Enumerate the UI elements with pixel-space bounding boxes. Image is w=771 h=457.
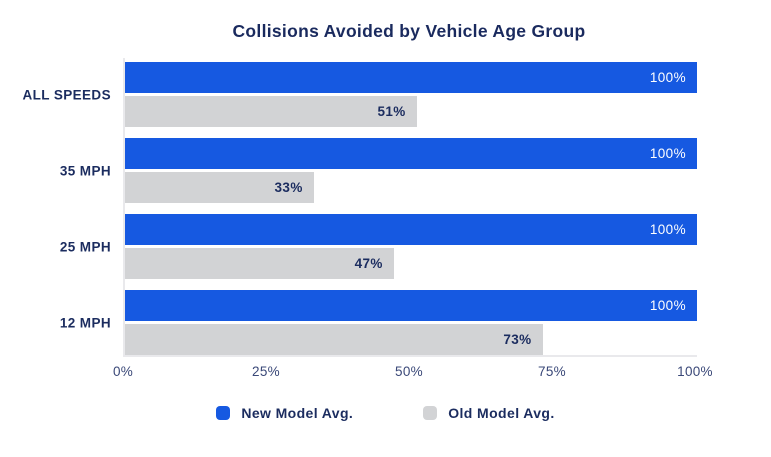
legend-item-old-model-avg: Old Model Avg. <box>423 405 554 421</box>
bar-new-model-avg-12-mph: 100% <box>125 290 697 321</box>
bar-value-label: 100% <box>649 70 686 85</box>
bar-value-label: 100% <box>649 146 686 161</box>
x-tick-25: 25% <box>252 364 280 379</box>
x-tick-100: 100% <box>677 364 713 379</box>
bar-value-label: 33% <box>274 180 303 195</box>
bar-old-model-avg-all-speeds: 51% <box>125 96 417 127</box>
bar-old-model-avg-25-mph: 47% <box>125 248 394 279</box>
bar-value-label: 51% <box>377 104 406 119</box>
bar-old-model-avg-12-mph: 73% <box>125 324 543 355</box>
bar-old-model-avg-35-mph: 33% <box>125 172 314 203</box>
bar-new-model-avg-25-mph: 100% <box>125 214 697 245</box>
category-label-12-mph: 12 MPH <box>59 315 111 330</box>
x-tick-0: 0% <box>112 364 134 379</box>
bar-value-label: 100% <box>649 298 686 313</box>
legend-label-new-model-avg: New Model Avg. <box>241 405 354 421</box>
bar-value-label: 73% <box>503 332 532 347</box>
legend-label-old-model-avg: Old Model Avg. <box>448 405 555 421</box>
legend-item-new-model-avg: New Model Avg. <box>216 405 353 421</box>
plot-area: 100% 51% 100% 33% 100% 47% 100% 73% <box>123 58 697 357</box>
bar-new-model-avg-all-speeds: 100% <box>125 62 697 93</box>
legend: New Model Avg. Old Model Avg. <box>0 405 771 421</box>
legend-swatch-new-model-avg <box>216 406 231 420</box>
category-axis: ALL SPEEDS 35 MPH 25 MPH 12 MPH <box>0 58 111 355</box>
value-axis: 0% 25% 50% 75% 100% <box>0 364 771 384</box>
bar-value-label: 47% <box>354 256 383 271</box>
x-tick-50: 50% <box>395 364 423 379</box>
category-label-35-mph: 35 MPH <box>59 163 111 178</box>
bar-new-model-avg-35-mph: 100% <box>125 138 697 169</box>
chart-title: Collisions Avoided by Vehicle Age Group <box>232 21 586 41</box>
x-tick-75: 75% <box>538 364 566 379</box>
category-label-all-speeds: ALL SPEEDS <box>22 87 111 102</box>
category-label-25-mph: 25 MPH <box>59 239 111 254</box>
bar-value-label: 100% <box>649 222 686 237</box>
legend-swatch-old-model-avg <box>423 406 438 420</box>
